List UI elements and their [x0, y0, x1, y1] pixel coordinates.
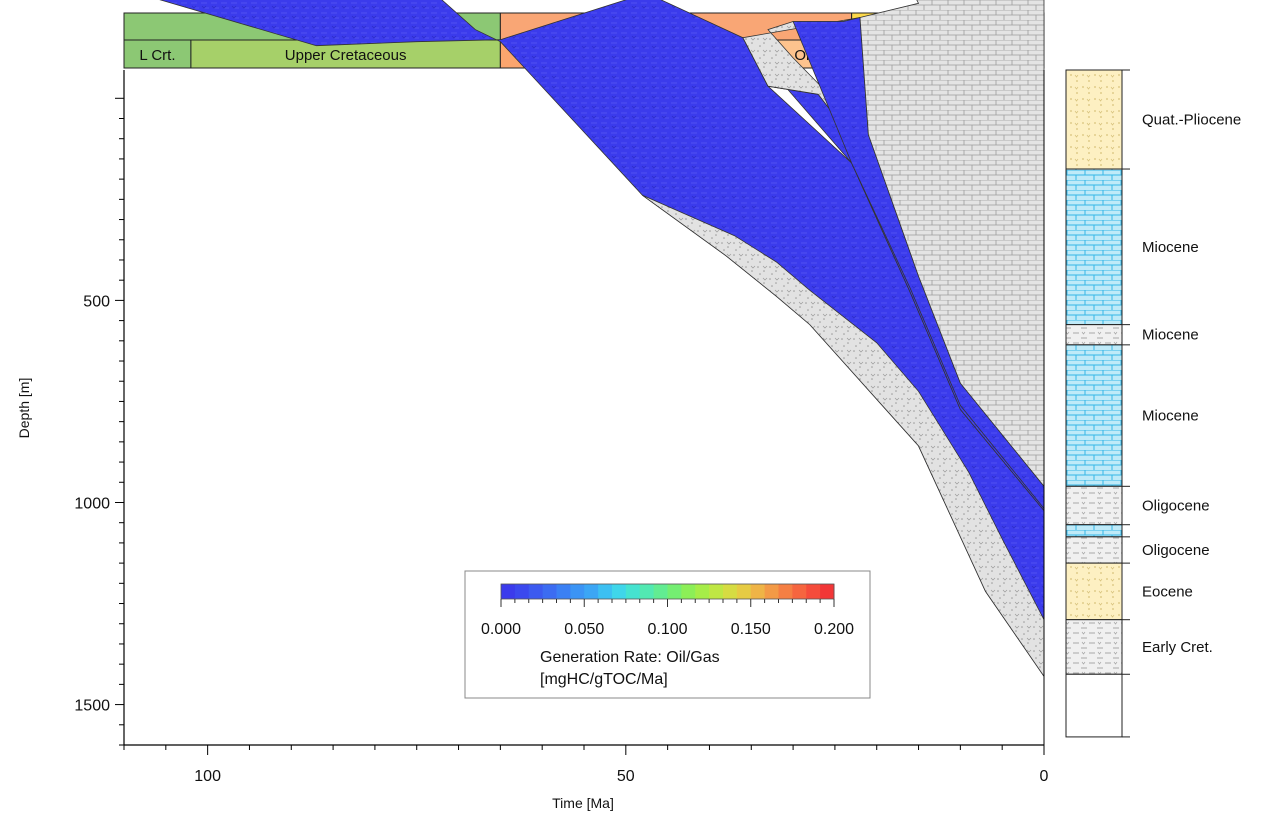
- colorbar-tick-label: 0.000: [481, 621, 521, 638]
- colorbar-swatch: [695, 584, 710, 599]
- lithology-unit: [1065, 324, 1123, 346]
- lithology-unit: [1065, 69, 1123, 170]
- x-tick-label: 0: [1040, 768, 1049, 785]
- lithology-unit: [1065, 344, 1123, 487]
- lithology-unit: [1065, 562, 1123, 621]
- lithology-label: Early Cret.: [1142, 639, 1213, 656]
- lithology-label: Eocene: [1142, 583, 1193, 600]
- colorbar-swatch: [723, 584, 738, 599]
- colorbar-tick-label: 0.050: [564, 621, 604, 638]
- lithology-label: Miocene: [1142, 327, 1199, 344]
- colorbar-swatches: [500, 583, 835, 600]
- lithology-label: Miocene: [1142, 239, 1199, 256]
- epoch-label: L Crt.: [139, 47, 175, 64]
- x-tick-label: 100: [194, 768, 221, 785]
- colorbar-ticks: 0.000 0.050 0.100 0.150 0.200: [481, 599, 854, 638]
- lithology-unit: [1065, 524, 1123, 538]
- colorbar-swatch: [514, 584, 530, 599]
- y-axis-title: Depth [m]: [16, 378, 32, 439]
- colorbar-swatch: [820, 584, 835, 599]
- colorbar-tick-label: 0.100: [647, 621, 687, 638]
- colorbar-swatch: [528, 584, 544, 599]
- colorbar-tick-label: 0.200: [814, 621, 854, 638]
- colorbar-swatch: [736, 584, 752, 599]
- y-tick-label: 1500: [74, 698, 110, 715]
- colorbar-swatch: [709, 584, 724, 599]
- y-tick-label: 1000: [74, 495, 110, 512]
- colorbar-swatch: [584, 584, 599, 599]
- colorbar-swatch: [639, 584, 655, 599]
- colorbar-swatch: [501, 584, 516, 599]
- colorbar-swatch: [542, 584, 557, 599]
- lithology-unit: [1065, 619, 1123, 675]
- colorbar-swatch: [764, 584, 779, 599]
- colorbar-swatch: [598, 584, 613, 599]
- lithology-label: Oligocene: [1142, 498, 1210, 515]
- layer-polygon: [642, 194, 1045, 678]
- y-tick-label: 500: [83, 293, 110, 310]
- colorbar-tick-label: 0.150: [731, 621, 771, 638]
- colorbar-swatch: [667, 584, 682, 599]
- colorbar-swatch: [570, 584, 585, 599]
- colorbar-swatch: [612, 584, 627, 599]
- colorbar-swatch: [806, 584, 821, 599]
- colorbar-swatch: [778, 584, 793, 599]
- layer-polygon: [859, 0, 1045, 488]
- epoch-label: Upper Cretaceous: [285, 47, 407, 64]
- colorbar-swatch: [681, 584, 696, 599]
- colorbar-legend: 0.000 0.050 0.100 0.150 0.200 Generation Rat…: [464, 570, 871, 699]
- x-axis-title: Time [Ma]: [552, 795, 614, 811]
- colorbar-title: Generation Rate: Oil/Gas: [540, 649, 720, 666]
- lithology-label: Quat.-Pliocene: [1142, 112, 1241, 129]
- lithology-unit: [1065, 673, 1123, 738]
- lithology-unit: [1065, 485, 1123, 526]
- lithology-unit: [1065, 168, 1123, 326]
- colorbar-swatch: [556, 584, 571, 599]
- lithology-column: Quat.-Pliocene Miocene Miocene Miocene Oligo…: [1065, 69, 1241, 738]
- x-tick-label: 50: [617, 768, 635, 785]
- lithology-label: Miocene: [1142, 408, 1199, 425]
- colorbar-swatch: [792, 584, 807, 599]
- lithology-label: Oligocene: [1142, 542, 1210, 559]
- colorbar-swatch: [750, 584, 766, 599]
- colorbar-units: [mgHC/gTOC/Ma]: [540, 671, 668, 688]
- lithology-unit: [1065, 536, 1123, 564]
- colorbar-swatch: [653, 584, 668, 599]
- colorbar-swatch: [625, 584, 641, 599]
